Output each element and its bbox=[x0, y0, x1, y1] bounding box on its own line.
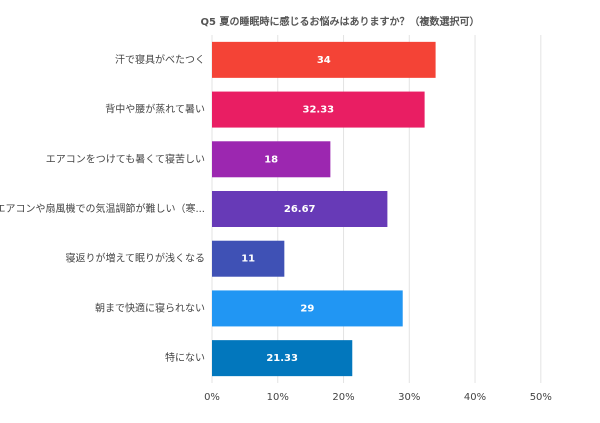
value-label: 32.33 bbox=[302, 105, 334, 116]
value-label: 11 bbox=[241, 254, 255, 265]
y-tick-label: 朝まで快適に寝られない bbox=[95, 301, 205, 314]
y-tick-label: エアコンや扇風機での気温調節が難しい（寒... bbox=[0, 202, 205, 215]
value-label: 34 bbox=[317, 55, 331, 66]
x-tick-label: 40% bbox=[464, 392, 486, 403]
x-tick-label: 50% bbox=[530, 392, 552, 403]
x-tick-label: 0% bbox=[204, 392, 220, 403]
bar bbox=[212, 91, 425, 128]
value-label: 29 bbox=[300, 303, 314, 314]
bar bbox=[212, 340, 353, 377]
y-tick-label: 背中や腰が蒸れて暑い bbox=[105, 103, 205, 116]
y-tick-label: 汗で寝具がべたつく bbox=[115, 53, 205, 66]
bar bbox=[212, 290, 403, 327]
value-label: 18 bbox=[264, 154, 278, 165]
x-tick-label: 10% bbox=[267, 392, 289, 403]
bar bbox=[212, 240, 285, 277]
y-tick-label: 特にない bbox=[165, 352, 205, 364]
value-label: 26.67 bbox=[284, 204, 316, 215]
bar bbox=[212, 141, 331, 178]
chart-title: Q5 夏の睡眠時に感じるお悩みはありますか？（複数選択可） bbox=[201, 15, 480, 28]
x-tick-label: 30% bbox=[398, 392, 420, 403]
x-tick-label: 20% bbox=[332, 392, 354, 403]
bar bbox=[212, 191, 388, 227]
value-label: 21.33 bbox=[266, 353, 298, 364]
bar bbox=[212, 41, 436, 78]
y-tick-label: エアコンをつけても暑くて寝苦しい bbox=[46, 152, 205, 165]
y-tick-label: 寝返りが増えて眠りが浅くなる bbox=[66, 252, 206, 265]
